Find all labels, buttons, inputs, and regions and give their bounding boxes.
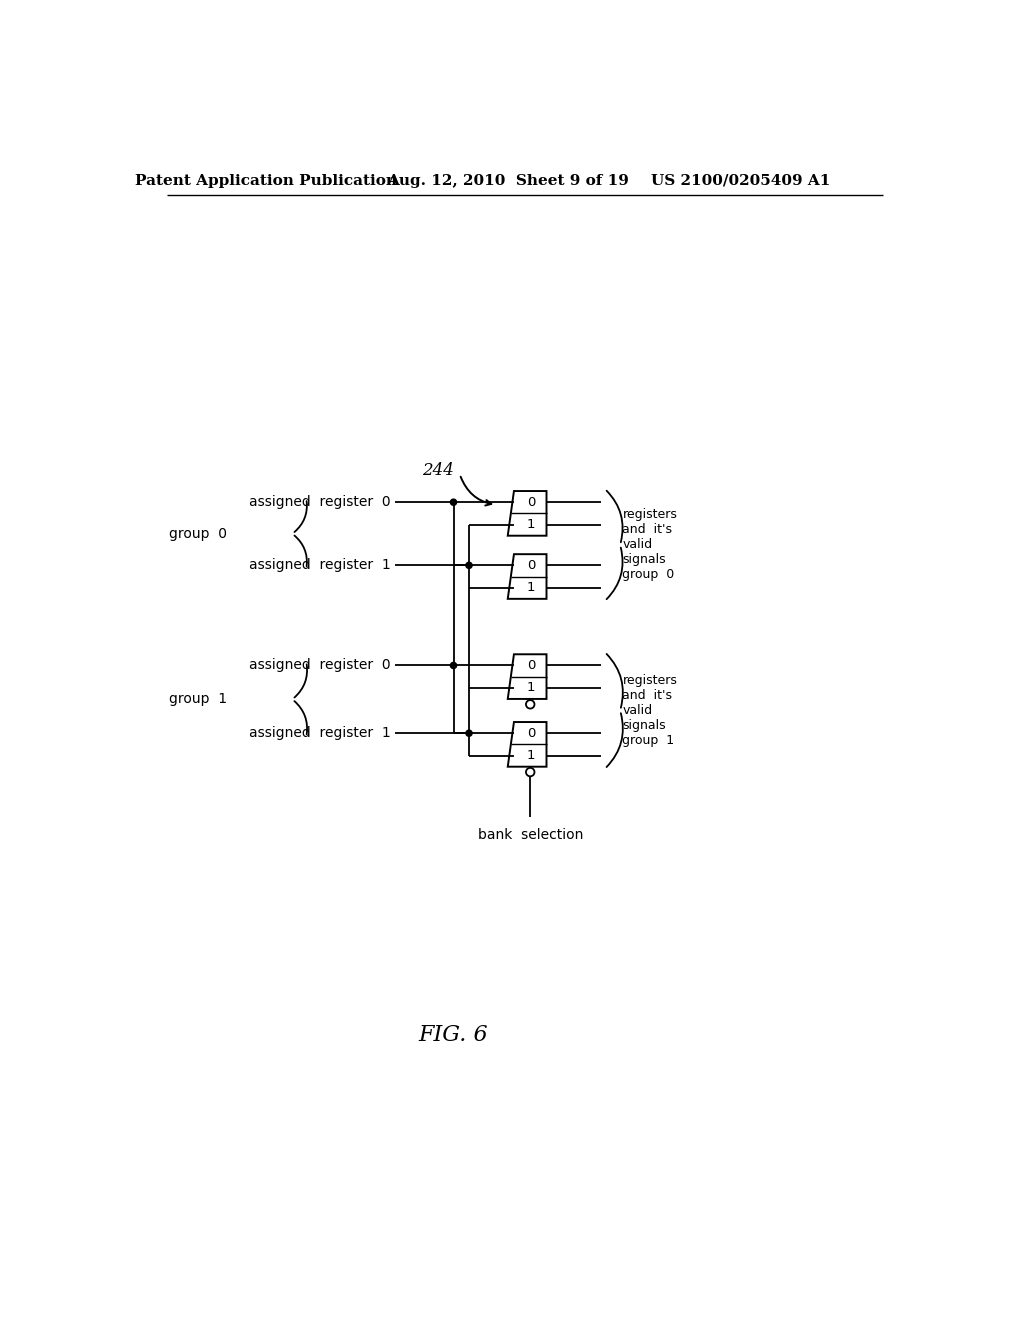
Text: 0: 0	[526, 496, 536, 508]
Text: 1: 1	[526, 748, 536, 762]
Circle shape	[451, 499, 457, 506]
Circle shape	[466, 562, 472, 569]
Circle shape	[466, 730, 472, 737]
Text: 1: 1	[526, 517, 536, 531]
Text: 1: 1	[526, 681, 536, 694]
Text: registers
and  it's
valid
signals
group  0: registers and it's valid signals group 0	[623, 508, 677, 581]
Text: registers
and  it's
valid
signals
group  1: registers and it's valid signals group 1	[623, 675, 677, 747]
Text: Patent Application Publication: Patent Application Publication	[135, 174, 397, 187]
Text: assigned  register  0: assigned register 0	[249, 495, 391, 510]
Text: 244: 244	[422, 462, 454, 479]
Text: 0: 0	[526, 558, 536, 572]
Text: assigned  register  1: assigned register 1	[249, 726, 391, 741]
Text: US 2100/0205409 A1: US 2100/0205409 A1	[650, 174, 829, 187]
Text: FIG. 6: FIG. 6	[419, 1024, 488, 1045]
Text: Aug. 12, 2010  Sheet 9 of 19: Aug. 12, 2010 Sheet 9 of 19	[387, 174, 629, 187]
Text: 0: 0	[526, 727, 536, 739]
Text: assigned  register  1: assigned register 1	[249, 558, 391, 573]
Text: 0: 0	[526, 659, 536, 672]
Text: assigned  register  0: assigned register 0	[249, 659, 391, 672]
Text: bank  selection: bank selection	[477, 828, 583, 842]
Text: 1: 1	[526, 581, 536, 594]
Text: group  0: group 0	[169, 527, 227, 541]
Text: group  1: group 1	[169, 692, 227, 706]
Circle shape	[451, 663, 457, 668]
